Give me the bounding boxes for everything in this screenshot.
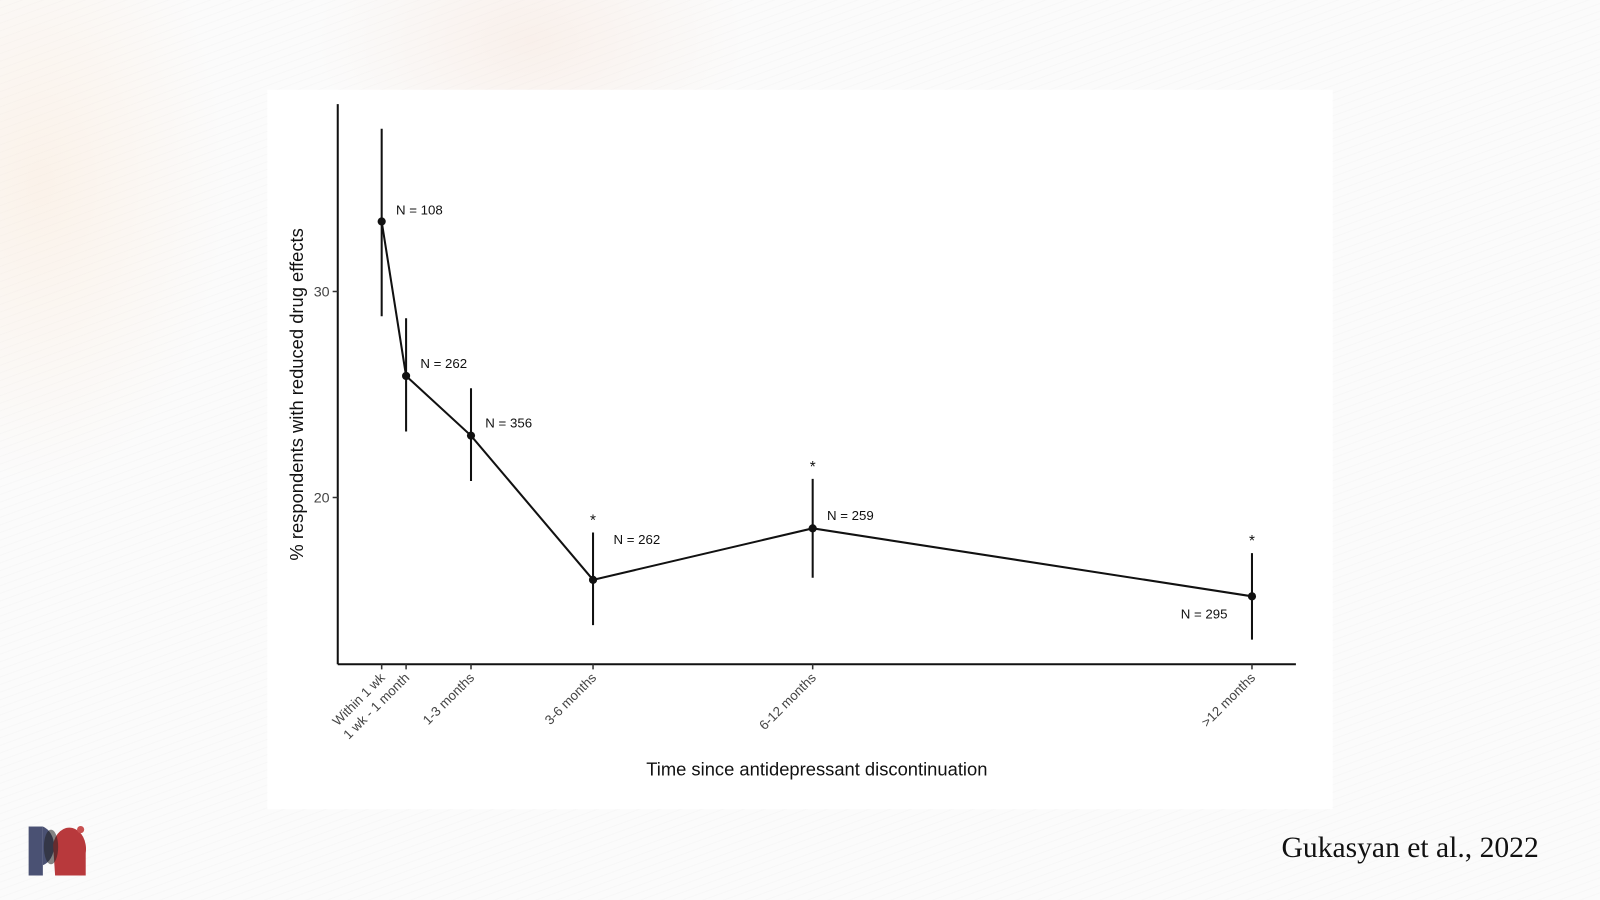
y-tick-label: 30 [314, 285, 330, 301]
data-point [808, 524, 817, 533]
data-point [402, 371, 411, 381]
series-line [380, 221, 1253, 598]
significance-marker: * [1249, 533, 1255, 550]
significance-marker: * [810, 459, 816, 476]
n-label: N = 295 [1181, 607, 1228, 622]
x-tick-label: 6-12 months [756, 670, 819, 733]
y-axis-title: % respondents with reduced drug effects [286, 228, 307, 560]
data-point [1247, 592, 1257, 601]
n-label: N = 262 [420, 356, 467, 371]
chart-panel: 20 30 Within 1 wk 1 wk - 1 month 1-3 months 3… [267, 89, 1333, 810]
y-tick-label: 20 [314, 491, 330, 507]
n-label: N = 262 [613, 532, 660, 547]
x-tick-label: 1-3 months [420, 670, 478, 728]
citation: Gukasyan et al., 2022 [1281, 831, 1539, 865]
n-label: N = 108 [396, 202, 443, 217]
logo [28, 826, 87, 876]
x-tick-label: 3-6 months [542, 670, 600, 728]
significance-marker: * [590, 512, 596, 529]
x-tick-label: >12 months [1198, 670, 1258, 730]
data-point [466, 431, 476, 440]
n-label: N = 259 [827, 508, 874, 523]
data-point [588, 575, 598, 584]
x-axis-title: Time since antidepressant discontinuatio… [646, 759, 987, 780]
data-point [377, 217, 386, 226]
n-label: N = 356 [485, 416, 532, 431]
